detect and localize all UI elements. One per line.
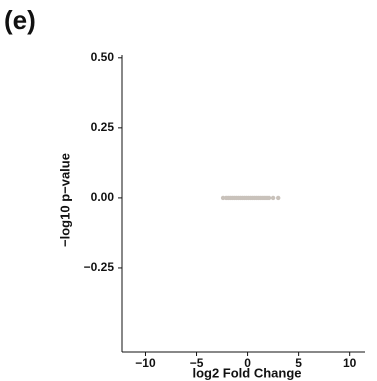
x-tick-label: −5 bbox=[190, 356, 204, 370]
panel-label: (e) bbox=[4, 5, 36, 35]
y-tick-label: −0.25 bbox=[84, 260, 115, 274]
y-axis-title: −log10 p−value bbox=[57, 153, 72, 247]
x-tick-label: −10 bbox=[135, 356, 156, 370]
point bbox=[266, 195, 272, 201]
y-tick-label: 0.50 bbox=[91, 50, 115, 64]
y-tick-label: 0.25 bbox=[91, 120, 115, 134]
x-axis-title: log2 Fold Change bbox=[192, 365, 301, 380]
x-tick-label: 5 bbox=[295, 356, 302, 370]
x-tick-label: 10 bbox=[343, 356, 357, 370]
point bbox=[276, 195, 281, 201]
y-tick-label: 0.00 bbox=[91, 190, 115, 204]
point bbox=[270, 195, 276, 201]
x-tick-label: 0 bbox=[244, 356, 251, 370]
point bbox=[220, 195, 226, 201]
